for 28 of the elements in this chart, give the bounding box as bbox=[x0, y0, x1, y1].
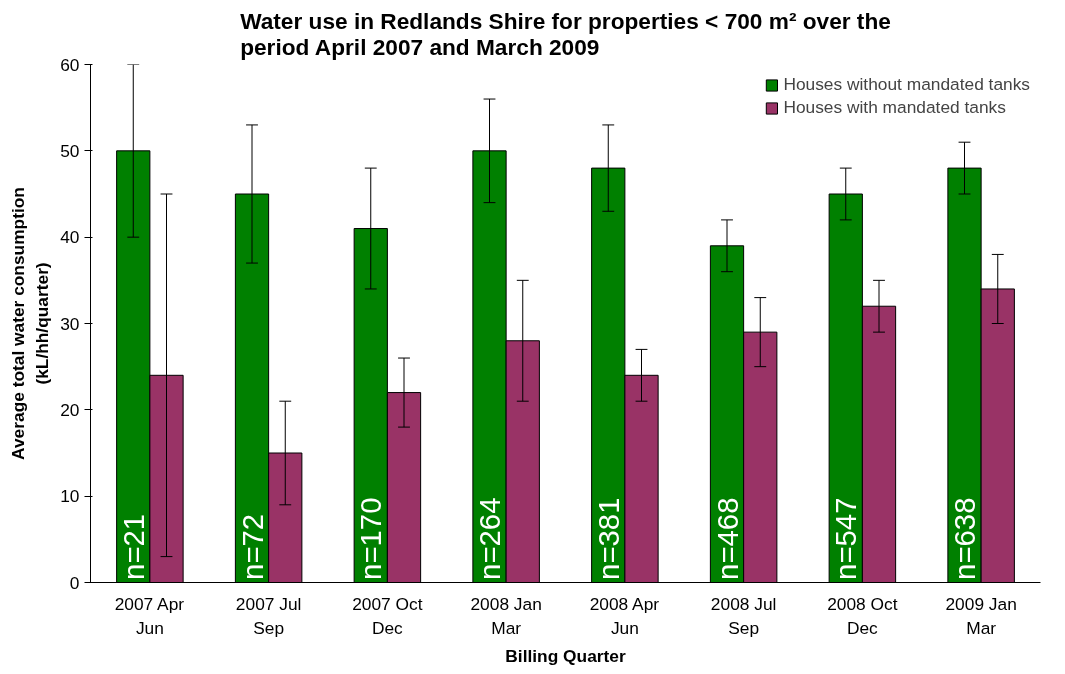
x-tick-label: 2008 Jan Mar bbox=[470, 593, 542, 638]
x-tick-label: 2009 Jan Mar bbox=[945, 593, 1017, 638]
x-tick-label: 2007 Oct Dec bbox=[352, 593, 423, 638]
x-tick-label: 2007 Apr Jun bbox=[114, 593, 185, 638]
annotation: n=170 bbox=[354, 497, 388, 580]
y-tick-label: 10 bbox=[60, 486, 80, 507]
annotation: n=264 bbox=[473, 497, 506, 580]
annotation: n=638 bbox=[948, 497, 981, 580]
x-axis-title: Billing Quarter bbox=[505, 645, 626, 666]
legend-label: Houses with mandated tanks bbox=[783, 97, 1006, 118]
annotation: n=547 bbox=[829, 497, 863, 580]
chart-title: Water use in Redlands Shire for properties < 700 m² over the period April 2007 and March 2009 bbox=[240, 7, 891, 60]
x-tick-label: 2007 Jul Sep bbox=[235, 593, 302, 638]
y-axis-title: Average total water consumption (kL/hh/quarter) bbox=[8, 187, 53, 460]
annotation: n=468 bbox=[710, 497, 744, 580]
annotation: n=381 bbox=[591, 497, 625, 580]
y-tick-label: 40 bbox=[60, 227, 80, 248]
y-tick-label: 60 bbox=[60, 54, 80, 75]
y-tick-label: 20 bbox=[60, 399, 80, 420]
x-tick-label: 2008 Apr Jun bbox=[589, 593, 660, 638]
legend-label: Houses without mandated tanks bbox=[783, 74, 1030, 95]
y-tick-label: 0 bbox=[69, 572, 80, 593]
y-tick-label: 30 bbox=[60, 313, 80, 334]
y-tick-label: 50 bbox=[60, 140, 80, 161]
annotation: n=72 bbox=[235, 513, 269, 580]
x-tick-label: 2008 Oct Dec bbox=[827, 593, 898, 638]
annotation: n=21 bbox=[116, 513, 150, 580]
x-tick-label: 2008 Jul Sep bbox=[710, 593, 777, 638]
